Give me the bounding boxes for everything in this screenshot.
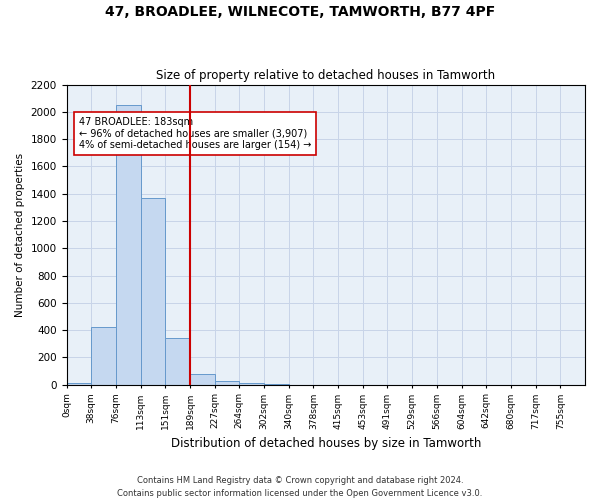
Text: 47 BROADLEE: 183sqm
← 96% of detached houses are smaller (3,907)
4% of semi-deta: 47 BROADLEE: 183sqm ← 96% of detached ho… — [79, 118, 311, 150]
Bar — [190, 374, 215, 384]
Y-axis label: Number of detached properties: Number of detached properties — [15, 152, 25, 316]
Bar — [239, 382, 264, 384]
Bar — [67, 382, 91, 384]
Bar — [140, 198, 165, 384]
Title: Size of property relative to detached houses in Tamworth: Size of property relative to detached ho… — [156, 69, 496, 82]
Bar — [165, 338, 190, 384]
Bar — [116, 105, 140, 384]
Bar — [215, 381, 239, 384]
Text: Contains HM Land Registry data © Crown copyright and database right 2024.
Contai: Contains HM Land Registry data © Crown c… — [118, 476, 482, 498]
Text: 47, BROADLEE, WILNECOTE, TAMWORTH, B77 4PF: 47, BROADLEE, WILNECOTE, TAMWORTH, B77 4… — [105, 5, 495, 19]
Bar — [91, 328, 116, 384]
X-axis label: Distribution of detached houses by size in Tamworth: Distribution of detached houses by size … — [170, 437, 481, 450]
